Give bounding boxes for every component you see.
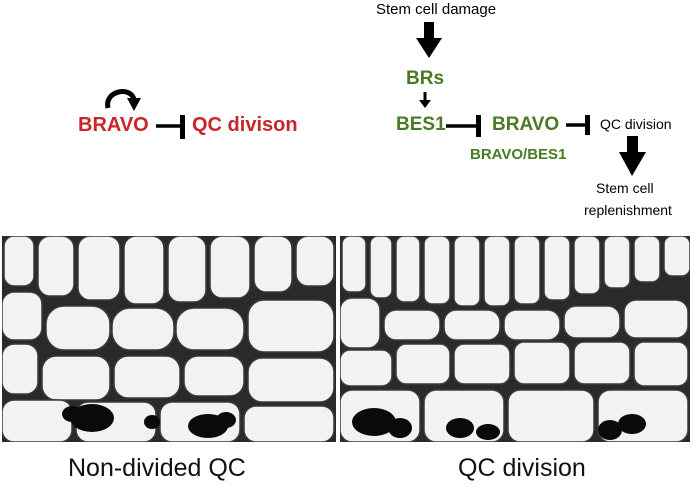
qc-division-image <box>340 236 690 442</box>
right-caption: QC division <box>458 454 586 482</box>
right-bravo-label: BRAVO <box>492 114 560 135</box>
bravo-inhibition-icon <box>566 115 590 135</box>
brs-to-bes1-arrow-icon <box>419 92 431 108</box>
replenishment-arrow-icon <box>619 136 646 176</box>
diagram-arrows <box>105 22 646 176</box>
replenishment-label: replenishment <box>584 202 672 218</box>
left-bravo-label: BRAVO <box>78 114 149 136</box>
stem-cell-label: Stem cell <box>596 180 654 196</box>
bes1-label: BES1 <box>396 114 446 135</box>
self-activation-arrow-icon <box>105 89 141 111</box>
brs-label: BRs <box>406 68 445 89</box>
left-qc-division-label: QC divison <box>192 114 298 136</box>
bes1-inhibition-icon <box>446 115 481 137</box>
damage-arrow-icon <box>416 22 442 58</box>
left-inhibition-icon <box>156 115 185 139</box>
non-divided-qc-image <box>2 236 336 442</box>
right-qc-division-label: QC division <box>600 116 672 132</box>
stem-cell-damage-label: Stem cell damage <box>376 1 497 18</box>
bravo-bes1-label: BRAVO/BES1 <box>470 146 567 163</box>
left-caption: Non-divided QC <box>68 454 246 482</box>
